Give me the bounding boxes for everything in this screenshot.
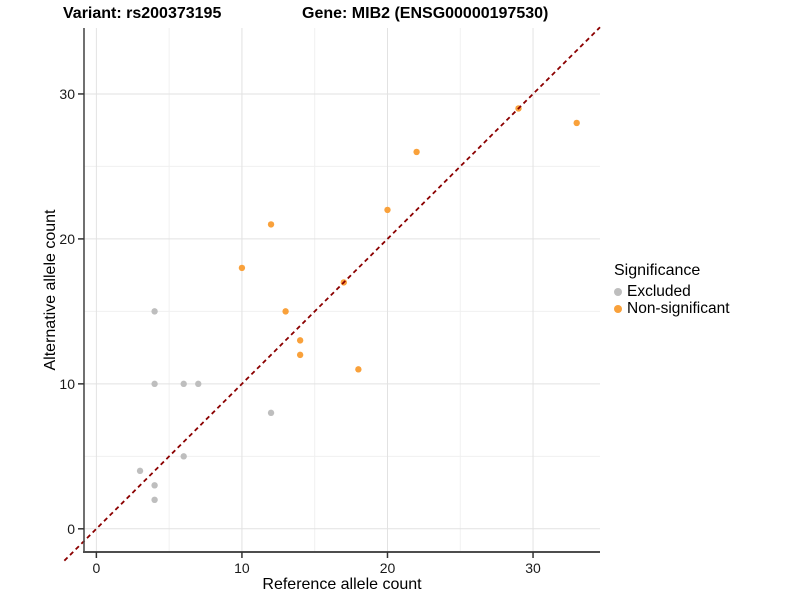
y-tick-label: 20 — [59, 231, 75, 247]
data-point-excluded — [151, 482, 158, 489]
y-tick-label: 10 — [59, 376, 75, 392]
legend-item-excluded: Excluded — [614, 283, 730, 300]
data-point-excluded — [180, 453, 187, 460]
x-tick-label: 10 — [234, 560, 250, 576]
data-point-non-significant — [267, 221, 275, 228]
y-tick-label: 30 — [59, 86, 75, 102]
variant-title: Variant: rs200373195 — [63, 5, 222, 22]
data-point-excluded — [151, 496, 158, 504]
data-point-non-significant — [296, 337, 304, 344]
data-point-non-significant — [296, 351, 304, 359]
data-point-non-significant — [355, 366, 362, 373]
data-point-excluded — [151, 380, 158, 388]
non-significant-marker-icon — [614, 304, 622, 313]
y-tick-label: 0 — [67, 521, 75, 537]
x-tick-label: 30 — [525, 560, 541, 576]
data-point-excluded — [180, 380, 187, 388]
identity-line — [63, 26, 601, 562]
x-axis-label: Reference allele count — [262, 576, 422, 593]
legend-title: Significance — [614, 262, 701, 279]
x-tick-label: 20 — [380, 560, 396, 576]
excluded-marker-icon — [614, 287, 622, 296]
legend-item-label-non-significant: Non-significant — [627, 300, 730, 317]
data-point-non-significant — [573, 119, 580, 127]
gene-title: Gene: MIB2 (ENSG00000197530) — [302, 5, 549, 22]
legend-item-non-significant: Non-significant — [614, 300, 730, 317]
data-point-excluded — [267, 409, 275, 417]
data-point-excluded — [195, 380, 202, 388]
data-point-non-significant — [282, 308, 289, 315]
data-point-non-significant — [238, 264, 246, 272]
data-point-non-significant — [384, 206, 391, 214]
data-point-excluded — [136, 467, 144, 475]
y-axis-label: Alternative allele count — [42, 209, 59, 371]
legend: Significance Excluded Non-significant — [614, 262, 730, 317]
data-point-excluded — [151, 308, 158, 315]
legend-item-label-excluded: Excluded — [627, 283, 691, 300]
x-tick-label: 0 — [92, 560, 100, 576]
data-point-non-significant — [413, 148, 420, 156]
